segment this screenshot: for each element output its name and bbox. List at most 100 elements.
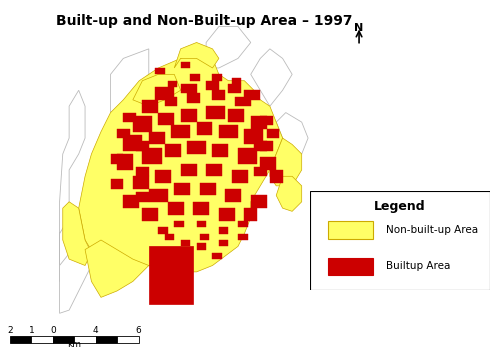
Bar <box>174 183 190 195</box>
Bar <box>168 81 177 87</box>
Bar <box>187 141 206 154</box>
Bar <box>260 116 273 125</box>
Bar <box>212 253 222 259</box>
Polygon shape <box>63 202 92 266</box>
Bar <box>219 227 228 234</box>
Bar <box>168 202 184 215</box>
Bar <box>174 221 184 227</box>
Bar <box>149 246 194 304</box>
Bar <box>260 141 273 151</box>
Bar <box>212 144 228 157</box>
Bar <box>74 336 96 343</box>
Bar <box>149 189 168 202</box>
Bar <box>206 81 219 90</box>
Bar <box>142 208 158 221</box>
Bar <box>228 109 244 122</box>
Bar <box>136 167 149 176</box>
Bar <box>206 106 225 119</box>
Bar <box>164 234 174 240</box>
Text: 4: 4 <box>93 326 98 335</box>
Bar <box>235 97 250 106</box>
Polygon shape <box>60 90 85 281</box>
Bar <box>142 100 158 113</box>
Bar <box>180 62 190 68</box>
Bar <box>155 87 174 100</box>
Bar <box>254 167 266 176</box>
Text: 0: 0 <box>50 326 56 335</box>
Bar <box>328 258 373 275</box>
Bar <box>110 154 124 164</box>
Text: km: km <box>68 340 82 349</box>
Polygon shape <box>110 49 149 113</box>
Text: Builtup Area: Builtup Area <box>386 262 450 272</box>
Polygon shape <box>60 234 101 313</box>
Bar <box>194 202 210 215</box>
Bar <box>180 84 196 93</box>
Bar <box>238 148 257 164</box>
Bar <box>225 189 241 202</box>
Polygon shape <box>250 49 292 106</box>
Bar <box>250 116 266 129</box>
Bar <box>244 129 264 144</box>
Text: N: N <box>354 23 364 33</box>
Bar <box>124 113 136 122</box>
Bar <box>117 336 138 343</box>
Bar <box>136 141 149 151</box>
Bar <box>53 336 74 343</box>
Bar <box>180 164 196 176</box>
Bar <box>158 227 168 234</box>
Bar <box>250 195 266 208</box>
Bar <box>219 208 235 221</box>
Bar <box>219 125 238 138</box>
Text: Legend: Legend <box>374 200 426 212</box>
Bar <box>260 157 276 170</box>
Bar <box>328 221 373 239</box>
Polygon shape <box>133 74 180 106</box>
Bar <box>266 129 280 138</box>
Bar <box>110 179 124 189</box>
Polygon shape <box>174 42 219 68</box>
Polygon shape <box>85 240 149 297</box>
Bar <box>180 240 190 246</box>
Bar <box>212 74 222 81</box>
Bar <box>133 176 149 189</box>
Bar <box>158 113 174 125</box>
Bar <box>270 170 282 183</box>
Bar <box>238 234 248 240</box>
Bar <box>10 336 32 343</box>
Polygon shape <box>206 27 250 68</box>
Bar <box>212 90 225 100</box>
Polygon shape <box>276 176 301 211</box>
Bar <box>164 97 177 106</box>
Bar <box>32 336 53 343</box>
Text: Built-up and Non-Built-up Area – 1997: Built-up and Non-Built-up Area – 1997 <box>56 14 353 28</box>
Bar <box>124 195 139 208</box>
Bar <box>155 68 164 74</box>
Bar <box>206 164 222 176</box>
Bar <box>196 221 206 227</box>
Text: 2: 2 <box>7 326 13 335</box>
Bar <box>180 109 196 122</box>
Text: 1: 1 <box>28 326 34 335</box>
Polygon shape <box>78 52 282 272</box>
Bar <box>238 221 248 227</box>
Bar <box>200 183 216 195</box>
Bar <box>171 125 190 138</box>
Polygon shape <box>276 113 308 154</box>
Bar <box>254 141 266 151</box>
Bar <box>196 122 212 135</box>
Bar <box>190 74 200 81</box>
Polygon shape <box>270 138 302 186</box>
Bar <box>200 234 209 240</box>
Bar <box>244 90 260 100</box>
Bar <box>232 78 241 84</box>
Bar <box>164 144 180 157</box>
Bar <box>187 93 200 103</box>
Text: Non-built-up Area: Non-built-up Area <box>386 225 478 235</box>
Bar <box>219 240 228 246</box>
Bar <box>117 154 133 170</box>
Bar <box>117 129 130 138</box>
Bar <box>96 336 117 343</box>
Bar <box>196 243 206 250</box>
Text: 6: 6 <box>136 326 141 335</box>
